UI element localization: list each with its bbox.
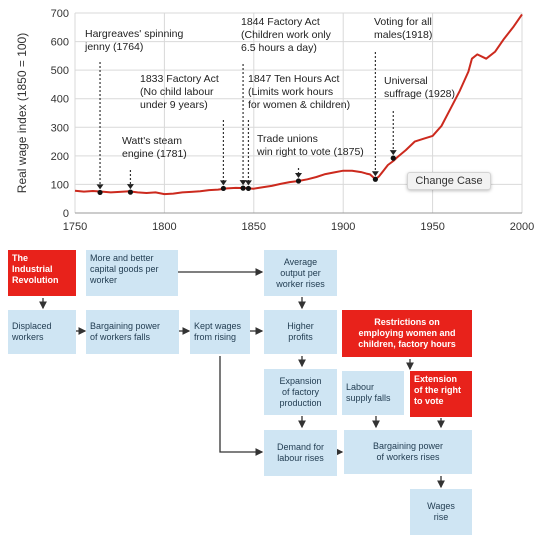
demand-labour-box: Demand for labour rises [264,430,337,476]
wages-rise-box: Wages rise [410,489,472,535]
higher-profits-box: Higher profits [264,310,337,354]
restrictions-box: Restrictions on employing women and chil… [342,310,472,357]
extension-vote-box: Extension of the right to vote [410,371,472,417]
x-tick-1800: 1800 [152,221,176,233]
annotation-text-1918-1: males(1918) [374,29,432,41]
capital-goods-box: More and better capital goods per worker [86,250,178,296]
annotation-point-1764 [97,189,103,196]
y-axis-label: Real wage index (1850 = 100) [15,33,29,193]
annotation-point-1875 [295,178,302,184]
bargaining-power-box: Bargaining power of workers rises [344,430,472,474]
annotation-point-1918 [372,176,378,182]
y-tick-600: 600 [51,37,69,49]
annotation-arrowhead-1833 [219,180,227,186]
displaced-workers-box: Displaced workers [8,310,76,354]
y-tick-700: 700 [51,8,69,20]
x-tick-2000: 2000 [510,221,534,233]
annotation-text-1764-1: jenny (1764) [84,41,143,53]
annotation-text-1833-0: 1833 Factory Act [140,73,219,85]
annotation-arrowhead-1781 [126,184,134,190]
kept-wages-box: Kept wages from rising [190,310,250,354]
annotation-arrowhead-1844 [239,180,247,186]
y-axis-ticks: 0 100 200 300 400 500 600 700 [51,8,69,220]
annotation-1847: 1847 Ten Hours Act(Limits work hoursfor … [244,73,350,192]
y-tick-0: 0 [63,208,69,220]
annotation-text-1833-2: under 9 years) [140,99,208,111]
series-layer [74,13,523,196]
y-tick-200: 200 [51,151,69,163]
annotation-point-1928 [390,155,396,161]
annotation-text-1875-1: win right to vote (1875) [256,146,364,158]
annotation-text-1875-0: Trade unions [257,133,318,145]
annotation-text-1781-1: engine (1781) [122,148,187,160]
x-tick-1900: 1900 [331,221,355,233]
annotation-text-1847-2: for women & children) [248,99,350,111]
annotation-point-1847 [245,185,252,192]
chart-grid [74,12,523,214]
industrial-revolution-box: The Industrial Revolution [8,250,76,296]
expansion-box: Expansion of factory production [264,369,337,415]
y-tick-400: 400 [51,94,69,106]
annotation-text-1764-0: Hargreaves' spinning [85,28,183,40]
annotation-text-1928-1: suffrage (1928) [384,88,455,100]
x-tick-1750: 1750 [63,221,87,233]
annotation-text-1847-1: (Limits work hours [248,86,333,98]
annotation-text-1833-1: (No child labour [140,86,214,98]
y-tick-500: 500 [51,65,69,77]
bargaining-falls-box: Bargaining power of workers falls [86,310,179,354]
annotation-point-1781 [127,189,134,195]
annotation-arrowhead-1918 [371,171,379,177]
x-tick-1850: 1850 [242,221,266,233]
y-tick-300: 300 [51,122,69,134]
y-tick-100: 100 [51,179,69,191]
annotation-point-1844 [240,185,246,191]
annotation-text-1844-1: (Children work only [241,29,332,41]
annotation-arrowhead-1764 [96,184,104,190]
average-output-box: Average output per worker rises [264,250,337,296]
arrow-kept-to-demand [219,356,264,456]
x-axis-ticks: 1750 1800 1850 1900 1950 2000 [63,221,534,233]
change-case-button[interactable]: Change Case [407,172,491,190]
annotation-point-1833 [220,185,227,192]
annotation-arrowhead-1847 [244,180,252,186]
annotation-arrowhead-1875 [295,173,302,178]
annotation-arrowhead-1928 [389,150,397,156]
annotation-text-1847-0: 1847 Ten Hours Act [248,73,340,85]
annotation-text-1918-0: Voting for all [374,16,432,28]
wage-series-line [74,13,523,196]
annotation-text-1781-0: Watt's steam [122,135,182,147]
annotation-text-1928-0: Universal [384,75,428,87]
x-tick-1950: 1950 [420,221,444,233]
annotation-text-1844-0: 1844 Factory Act [241,16,320,28]
labour-supply-box: Labour supply falls [342,371,404,415]
annotation-text-1844-2: 6.5 hours a day) [241,42,317,54]
